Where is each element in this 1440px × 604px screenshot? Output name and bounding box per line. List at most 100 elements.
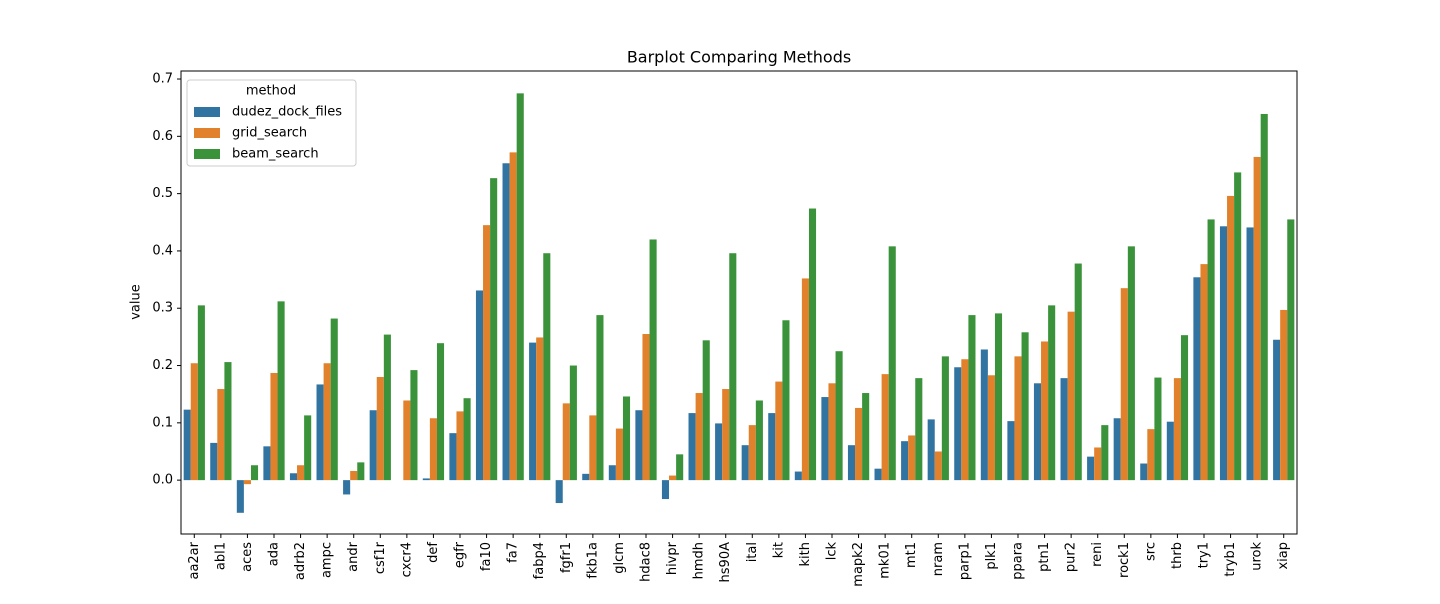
y-tick-label: 0.7 [152, 72, 173, 87]
legend-label: dudez_dock_files [232, 105, 342, 120]
x-tick-label: cxcr4 [399, 542, 414, 577]
bar [642, 334, 650, 481]
bar [1014, 356, 1022, 481]
bar [615, 428, 623, 481]
bar [516, 93, 524, 481]
bar [768, 413, 776, 481]
bar [855, 407, 863, 481]
bar [702, 340, 710, 481]
bar [994, 313, 1003, 481]
legend-swatch [194, 107, 220, 117]
bar [429, 418, 437, 481]
bar [874, 468, 882, 481]
x-tick-label: hs90A [718, 542, 733, 583]
bar [1120, 288, 1128, 481]
y-tick-label: 0.1 [152, 415, 173, 430]
bar [835, 351, 843, 481]
bar [555, 480, 563, 504]
x-tick-label: kith [798, 542, 813, 566]
bar [927, 419, 935, 481]
x-tick-label: src [1143, 542, 1158, 561]
bar [224, 362, 232, 481]
bar [888, 246, 896, 481]
x-tick-label: mt1 [904, 542, 919, 568]
bar [1180, 335, 1189, 481]
bar [236, 480, 244, 513]
y-tick-label: 0.2 [152, 358, 173, 373]
bar [422, 478, 430, 481]
bar [1219, 226, 1228, 481]
x-tick-label: def [426, 542, 441, 563]
x-tick-label: adrb2 [293, 542, 308, 580]
bar [1074, 263, 1082, 481]
chart-title: Barplot Comparing Methods [627, 48, 851, 67]
bar [183, 409, 191, 481]
x-tick-label: pur2 [1064, 542, 1079, 572]
bar [722, 389, 730, 481]
bar [410, 370, 418, 481]
x-tick-label: ampc [320, 542, 335, 578]
bar [509, 152, 517, 481]
bar [649, 239, 657, 481]
bar [1101, 425, 1109, 481]
bar [1280, 309, 1288, 481]
legend-label: beam_search [232, 147, 319, 162]
x-tick-label: abl1 [213, 542, 228, 570]
x-tick-label: andr [346, 541, 361, 571]
bar [289, 473, 298, 481]
bar [954, 367, 962, 481]
bar [343, 480, 351, 495]
bar [661, 480, 670, 500]
x-tick-label: plk1 [984, 542, 999, 570]
x-tick-label: kit [771, 542, 786, 558]
bar [376, 376, 384, 481]
bar [582, 473, 590, 481]
bar [695, 393, 703, 481]
x-tick-label: hivpr [665, 541, 680, 575]
x-tick-label: fa10 [479, 542, 494, 571]
bar [782, 320, 790, 481]
bar [1113, 418, 1121, 481]
x-tick-label: tryb1 [1223, 542, 1238, 577]
plot-frame [180, 70, 1298, 535]
x-tick-label: mk01 [878, 542, 893, 579]
bar [828, 383, 836, 481]
bar [210, 442, 218, 481]
bar [243, 480, 251, 485]
x-tick-label: fkb1a [585, 542, 600, 579]
bar [1193, 277, 1201, 481]
bar [1154, 377, 1162, 481]
bar [635, 410, 643, 481]
bar [1060, 378, 1068, 481]
y-tick-label: 0.0 [152, 473, 173, 488]
x-tick-label: ada [267, 542, 282, 566]
bar [608, 465, 616, 481]
bar [1166, 421, 1174, 481]
bar [1041, 341, 1049, 481]
bar [801, 278, 809, 481]
x-tick-label: try1 [1197, 542, 1212, 568]
bar [901, 441, 909, 481]
x-tick-label: fabp4 [532, 542, 547, 579]
x-tick-label: aa2ar [187, 541, 202, 579]
y-tick-label: 0.6 [152, 129, 173, 144]
bar [463, 398, 471, 481]
bar [330, 318, 338, 481]
bar [1227, 195, 1235, 481]
bar [1147, 429, 1155, 481]
bar [669, 475, 677, 481]
bar [847, 445, 856, 481]
bar [688, 413, 696, 481]
bar [357, 462, 365, 481]
x-tick-label: ital [745, 542, 760, 562]
bar [1127, 246, 1135, 481]
bar [1287, 219, 1295, 481]
x-tick-label: fa7 [506, 542, 521, 563]
bar [1246, 227, 1254, 481]
bar [676, 454, 684, 481]
x-tick-label: rock1 [1117, 542, 1132, 578]
bar [915, 378, 923, 481]
bar [562, 403, 570, 481]
bar [934, 451, 942, 481]
x-tick-label: hmdh [692, 542, 707, 579]
